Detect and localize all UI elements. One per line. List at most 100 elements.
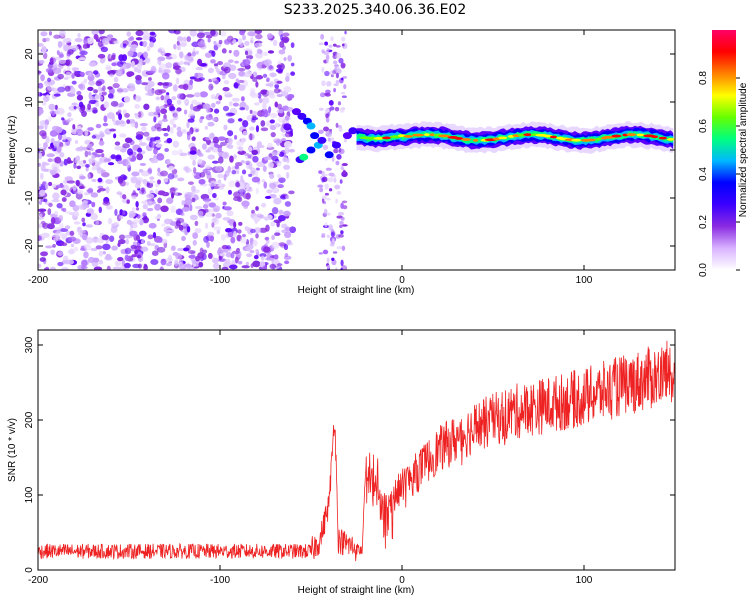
noise-speckle bbox=[174, 191, 178, 196]
noise-speckle bbox=[47, 158, 53, 163]
noise-speckle bbox=[333, 88, 336, 93]
noise-speckle bbox=[57, 133, 63, 141]
noise-speckle bbox=[202, 31, 211, 36]
noise-speckle bbox=[126, 199, 130, 204]
noise-speckle bbox=[241, 200, 250, 207]
noise-speckle bbox=[87, 173, 91, 180]
noise-speckle bbox=[231, 250, 240, 255]
noise-speckle bbox=[87, 127, 94, 131]
noise-speckle bbox=[250, 228, 256, 234]
noise-speckle bbox=[147, 200, 153, 206]
noise-speckle bbox=[341, 36, 346, 42]
noise-speckle bbox=[276, 150, 281, 155]
noise-speckle bbox=[246, 253, 253, 258]
noise-speckle bbox=[219, 141, 227, 146]
noise-speckle bbox=[186, 36, 192, 43]
signal-blob bbox=[297, 112, 307, 120]
noise-speckle bbox=[113, 76, 119, 83]
noise-speckle bbox=[176, 107, 182, 112]
noise-speckle bbox=[171, 96, 177, 101]
noise-speckle bbox=[271, 155, 279, 162]
noise-speckle bbox=[129, 44, 138, 49]
noise-speckle bbox=[172, 140, 180, 148]
noise-speckle bbox=[95, 38, 101, 42]
noise-speckle bbox=[286, 171, 290, 179]
noise-speckle bbox=[88, 62, 97, 67]
noise-speckle bbox=[101, 37, 110, 45]
noise-speckle bbox=[335, 80, 340, 85]
noise-speckle bbox=[42, 162, 50, 166]
noise-speckle bbox=[157, 81, 164, 86]
colorbar-gradient bbox=[712, 30, 736, 270]
noise-speckle bbox=[73, 105, 77, 110]
noise-speckle bbox=[283, 140, 292, 149]
noise-speckle bbox=[279, 41, 285, 48]
noise-speckle bbox=[141, 263, 145, 267]
noise-speckle bbox=[237, 118, 243, 122]
noise-speckle bbox=[216, 229, 221, 234]
noise-speckle bbox=[321, 66, 325, 73]
noise-speckle bbox=[285, 75, 290, 83]
noise-speckle bbox=[101, 153, 105, 158]
noise-speckle bbox=[102, 250, 107, 255]
noise-speckle bbox=[327, 264, 331, 269]
noise-speckle bbox=[60, 189, 67, 196]
noise-speckle bbox=[249, 249, 255, 254]
noise-speckle bbox=[340, 202, 345, 209]
noise-speckle bbox=[106, 34, 114, 39]
noise-speckle bbox=[76, 165, 82, 170]
noise-speckle bbox=[318, 42, 324, 46]
noise-speckle bbox=[113, 133, 117, 139]
noise-speckle bbox=[266, 33, 274, 39]
noise-speckle bbox=[95, 149, 104, 154]
noise-speckle bbox=[213, 40, 217, 46]
noise-speckle bbox=[207, 252, 213, 260]
signal-hotspot bbox=[666, 137, 675, 141]
noise-speckle bbox=[277, 184, 284, 189]
noise-speckle bbox=[275, 122, 279, 128]
signal-hotspot bbox=[658, 136, 668, 140]
noise-speckle bbox=[95, 220, 100, 226]
noise-speckle bbox=[119, 215, 124, 220]
noise-speckle bbox=[63, 37, 72, 44]
noise-speckle bbox=[194, 220, 199, 226]
noise-speckle bbox=[207, 67, 214, 74]
noise-speckle bbox=[322, 195, 327, 199]
noise-speckle bbox=[326, 234, 331, 239]
noise-speckle bbox=[157, 179, 161, 185]
noise-speckle bbox=[282, 157, 288, 163]
noise-speckle bbox=[329, 243, 335, 247]
noise-speckle bbox=[231, 170, 237, 175]
noise-speckle bbox=[87, 86, 94, 92]
noise-speckle bbox=[62, 207, 67, 212]
noise-speckle bbox=[143, 51, 149, 59]
noise-speckle bbox=[203, 236, 209, 243]
noise-speckle bbox=[123, 262, 131, 269]
noise-speckle bbox=[160, 108, 168, 115]
noise-speckle bbox=[69, 230, 75, 236]
noise-speckle bbox=[170, 245, 176, 251]
noise-speckle bbox=[227, 138, 232, 143]
noise-speckle bbox=[169, 221, 178, 226]
noise-speckle bbox=[70, 45, 79, 51]
noise-speckle bbox=[166, 98, 173, 106]
noise-speckle bbox=[154, 203, 161, 211]
noise-speckle bbox=[162, 82, 169, 86]
noise-speckle bbox=[321, 80, 326, 87]
noise-speckle bbox=[265, 214, 273, 221]
noise-speckle bbox=[214, 142, 219, 148]
noise-speckle bbox=[84, 150, 89, 158]
noise-speckle bbox=[118, 54, 125, 62]
noise-speckle bbox=[253, 254, 259, 260]
noise-speckle bbox=[243, 48, 252, 52]
noise-speckle bbox=[149, 176, 155, 180]
noise-speckle bbox=[330, 36, 334, 42]
noise-speckle bbox=[65, 71, 72, 80]
noise-speckle bbox=[276, 263, 283, 267]
noise-speckle bbox=[151, 142, 156, 149]
noise-speckle bbox=[182, 36, 187, 42]
noise-speckle bbox=[38, 143, 42, 147]
noise-speckle bbox=[118, 113, 123, 121]
noise-speckle bbox=[53, 93, 61, 97]
noise-speckle bbox=[197, 41, 206, 47]
